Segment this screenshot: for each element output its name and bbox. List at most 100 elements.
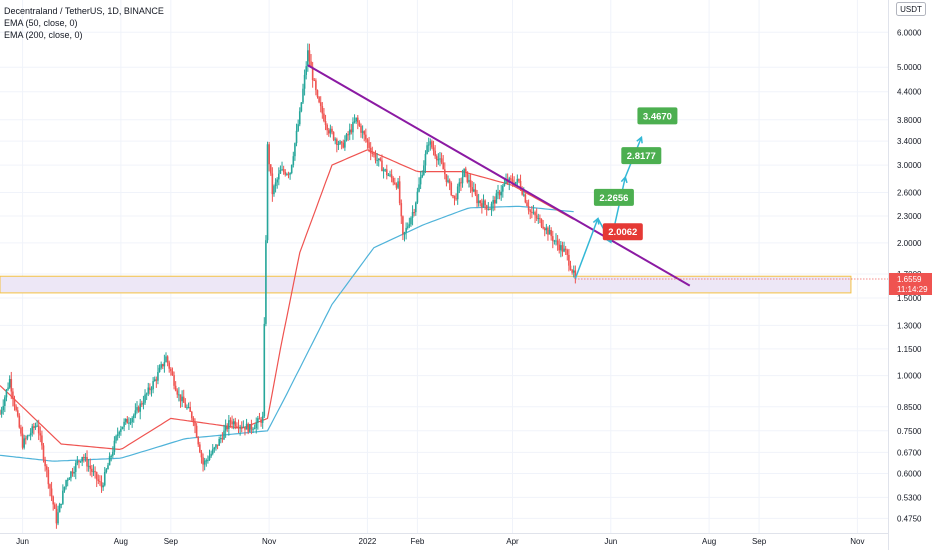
candle-body (2, 405, 5, 411)
candle-body (495, 193, 498, 204)
currency-button[interactable]: USDT (896, 2, 926, 16)
candle-body (416, 191, 419, 203)
candle-body (44, 459, 46, 467)
ema200-path (0, 205, 574, 462)
candle-body (173, 375, 175, 386)
candle-body (373, 153, 375, 155)
candle-body (400, 203, 403, 217)
support-zone-rect (0, 275, 852, 294)
candle-body (62, 490, 64, 504)
candle-body (103, 471, 106, 486)
candle-body (128, 422, 130, 424)
time-axis[interactable]: Jun Aug Sep Nov 2022 Feb Apr Jun Aug Sep Nov (0, 533, 888, 550)
candle-body (464, 168, 467, 172)
candle-body (45, 466, 48, 470)
candle-body (29, 433, 32, 436)
candle-body (287, 173, 290, 175)
candle-body (313, 80, 316, 82)
candle-body (452, 195, 454, 197)
candle-body (303, 74, 306, 89)
candle-body (68, 478, 71, 480)
ema50-line (0, 149, 574, 451)
candle-body (55, 508, 58, 524)
candle-body (429, 141, 432, 145)
candle-body (147, 387, 150, 394)
candle-body (294, 143, 296, 157)
candle-body (247, 423, 249, 432)
candle-body (289, 172, 291, 175)
candle-body (543, 228, 546, 231)
candle-body (473, 189, 475, 192)
candle-body (158, 367, 161, 373)
candle-body (458, 182, 461, 187)
candle-body (202, 457, 204, 465)
candle-body (519, 181, 522, 189)
candle-body (502, 185, 504, 192)
candle-body (365, 134, 367, 140)
candle-body (555, 240, 557, 242)
candle-body (39, 433, 42, 436)
target-label-text: 2.0062 (608, 227, 637, 238)
candle-body (139, 403, 142, 412)
chart-legend: Decentraland / TetherUS, 1D, BINANCE EMA… (4, 5, 164, 41)
price-tick-label: 0.6700 (897, 448, 922, 457)
candle-body (348, 129, 351, 135)
candle-body (42, 445, 45, 460)
candle-body (397, 181, 399, 188)
candle-body (550, 229, 552, 237)
time-tick-label: Aug (114, 537, 128, 546)
candle-body (73, 471, 75, 474)
candle-body (361, 131, 364, 133)
candle-body (18, 415, 21, 428)
price-tick-label: 0.6000 (897, 470, 922, 479)
candle-body (461, 176, 464, 184)
candle-body (510, 178, 512, 180)
target-label-text: 2.2656 (599, 193, 628, 204)
candle-body (479, 200, 482, 204)
price-tick-label: 2.3000 (897, 212, 922, 221)
candle-body (207, 460, 209, 462)
candle-body (76, 460, 79, 464)
candle-body (366, 139, 369, 143)
candle-body (482, 200, 485, 208)
candles (0, 43, 577, 529)
candle-body (553, 240, 556, 242)
candle-body (327, 130, 330, 134)
candle-body (231, 421, 233, 425)
candle-body (534, 212, 536, 216)
candle-body (37, 425, 40, 434)
candle-body (350, 129, 353, 133)
price-tick-label: 4.4000 (897, 88, 922, 97)
candle-body (108, 456, 111, 466)
candle-body (295, 130, 298, 144)
candle-body (228, 420, 230, 429)
candle-body (403, 232, 406, 235)
candle-body (261, 416, 264, 423)
candle-body (163, 362, 166, 367)
target-label-box (593, 188, 634, 206)
candle-body (548, 229, 551, 235)
candle-body (413, 212, 415, 214)
candle-body (269, 164, 272, 174)
candle-body (297, 124, 299, 131)
candle-body (249, 424, 251, 432)
trendline-segment[interactable] (307, 64, 691, 287)
candle-body (26, 435, 29, 439)
candle-body (431, 141, 433, 148)
trendline[interactable] (307, 64, 691, 287)
candle-body (89, 465, 92, 469)
projection-segment[interactable] (574, 218, 599, 279)
candle-body (368, 142, 370, 148)
candle-body (219, 438, 222, 440)
candle-body (12, 391, 14, 399)
candle-body (307, 50, 309, 67)
candle-body (181, 396, 183, 402)
candle-body (468, 179, 470, 183)
candle-body (120, 428, 122, 432)
candle-body (260, 419, 262, 423)
candle-body (165, 356, 167, 363)
candle-body (437, 159, 440, 161)
candle-body (245, 423, 248, 430)
candle-body (545, 227, 548, 231)
